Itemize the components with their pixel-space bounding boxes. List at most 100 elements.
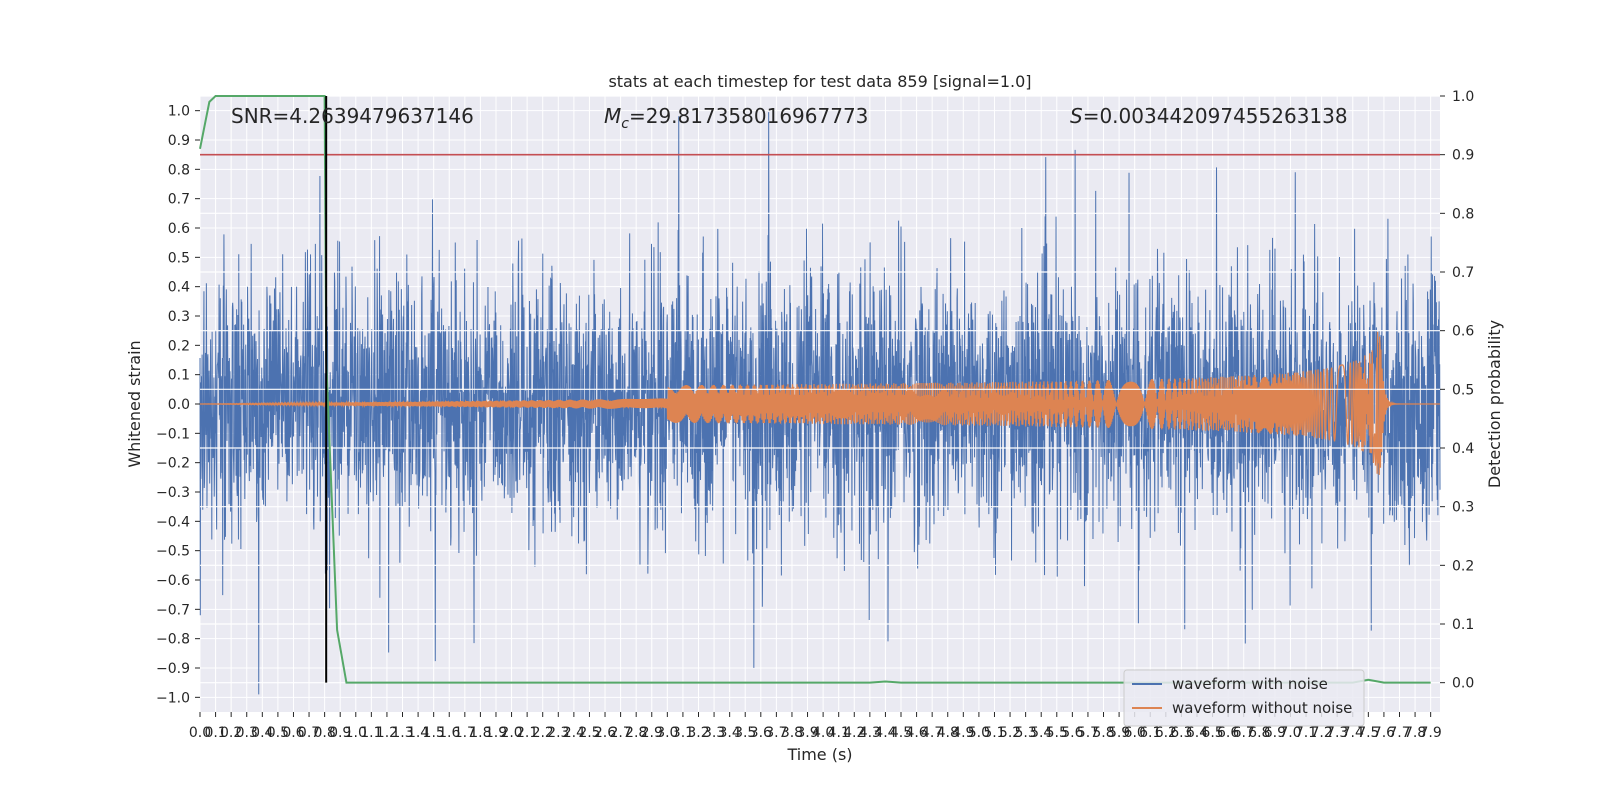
right-grid-lines (200, 95, 1440, 684)
x-tick-label-44: 4.4 (874, 725, 896, 741)
x-tick-label-76: 7.6 (1373, 725, 1395, 741)
y-left-tick-label-0: 1.0 (168, 104, 190, 120)
x-tick-label-53: 5.3 (1014, 725, 1036, 741)
y-left-tick-label-19: −0.9 (156, 661, 190, 677)
x-tick-label-38: 3.8 (781, 725, 803, 741)
x-tick-label-20: 2.0 (500, 725, 522, 741)
x-tick-label-70: 7.0 (1279, 725, 1301, 741)
x-tick-label-26: 2.6 (594, 725, 616, 741)
chirp-mass-annotation: Mc=29.817358016967773 (604, 104, 868, 132)
x-tick-label-43: 4.3 (859, 725, 881, 741)
x-tick-label-11: 1.1 (360, 725, 382, 741)
x-tick-label-33: 3.3 (703, 725, 725, 741)
x-tick-label-51: 5.1 (983, 725, 1005, 741)
y-axis-label-left: Whitened strain (125, 340, 144, 467)
x-tick-label-37: 3.7 (765, 725, 787, 741)
x-tick-labels: 0.00.10.20.30.40.50.60.70.80.91.01.11.21… (189, 712, 1442, 741)
x-tick-label-62: 6.2 (1155, 725, 1177, 741)
x-tick-label-57: 5.7 (1077, 725, 1099, 741)
x-tick-label-4: 0.4 (251, 725, 273, 741)
y-left-tick-label-2: 0.8 (168, 162, 190, 178)
y-left-tick-label-15: −0.5 (156, 544, 190, 560)
x-tick-label-69: 6.9 (1264, 725, 1286, 741)
y-left-tick-label-10: 0.0 (168, 397, 190, 413)
x-tick-label-59: 5.9 (1108, 725, 1130, 741)
y-right-tick-label-9: 0.1 (1452, 617, 1474, 633)
y-right-tick-label-2: 0.8 (1452, 206, 1474, 222)
x-tick-label-5: 0.5 (267, 725, 289, 741)
y-right-tick-label-1: 0.9 (1452, 148, 1474, 164)
x-tick-label-16: 1.6 (438, 725, 460, 741)
y-left-tick-label-8: 0.2 (168, 338, 190, 354)
y-left-tick-label-7: 0.3 (168, 309, 190, 325)
y-right-tick-label-5: 0.5 (1452, 382, 1474, 398)
x-tick-label-13: 1.3 (391, 725, 413, 741)
x-tick-label-27: 2.7 (609, 725, 631, 741)
x-tick-label-2: 0.2 (220, 725, 242, 741)
clean-waveform-line (200, 331, 1440, 475)
y-left-tick-label-13: −0.3 (156, 485, 190, 501)
y-left-tick-labels: 1.0 0.9 0.8 0.7 0.6 0.5 0.4 0.3 0.2 0.1 0.0 −0.1 −0.… (156, 104, 200, 706)
x-tick-label-32: 3.2 (687, 725, 709, 741)
y-left-tick-label-1: 0.9 (168, 133, 190, 149)
x-tick-label-79: 7.9 (1420, 725, 1442, 741)
x-tick-label-47: 4.7 (921, 725, 943, 741)
x-tick-label-50: 5.0 (968, 725, 990, 741)
s-annotation: S=0.003442097455263138 (1070, 104, 1348, 128)
legend-label-clean: waveform without noise (1172, 699, 1352, 717)
x-tick-label-36: 3.6 (750, 725, 772, 741)
x-tick-label-21: 2.1 (516, 725, 538, 741)
x-tick-label-56: 5.6 (1061, 725, 1083, 741)
x-tick-label-61: 6.1 (1139, 725, 1161, 741)
y-right-tick-label-8: 0.2 (1452, 558, 1474, 574)
x-tick-label-72: 7.2 (1310, 725, 1332, 741)
x-tick-label-65: 6.5 (1201, 725, 1223, 741)
x-tick-label-15: 1.5 (423, 725, 445, 741)
x-tick-label-46: 4.6 (905, 725, 927, 741)
y-left-tick-label-4: 0.6 (168, 221, 190, 237)
x-tick-label-18: 1.8 (469, 725, 491, 741)
x-tick-label-68: 6.8 (1248, 725, 1270, 741)
x-tick-label-64: 6.4 (1186, 725, 1208, 741)
x-tick-label-12: 1.2 (376, 725, 398, 741)
x-tick-label-30: 3.0 (656, 725, 678, 741)
x-axis-label: Time (s) (786, 745, 852, 764)
y-left-tick-label-20: −1.0 (156, 690, 190, 706)
x-tick-label-45: 4.5 (890, 725, 912, 741)
y-left-tick-label-11: −0.1 (156, 426, 190, 442)
y-right-tick-labels: 1.0 0.9 0.8 0.7 0.6 0.5 0.4 0.3 0.2 0.1 0.0 (1440, 89, 1474, 692)
x-tick-label-52: 5.2 (999, 725, 1021, 741)
x-tick-label-1: 0.1 (204, 725, 226, 741)
y-left-tick-label-9: 0.1 (168, 368, 190, 384)
x-tick-label-23: 2.3 (547, 725, 569, 741)
x-tick-label-0: 0.0 (189, 725, 211, 741)
y-left-tick-label-18: −0.8 (156, 632, 190, 648)
x-tick-label-66: 6.6 (1217, 725, 1239, 741)
legend-label-noise: waveform with noise (1172, 675, 1328, 693)
x-tick-label-78: 7.8 (1404, 725, 1426, 741)
x-tick-label-41: 4.1 (828, 725, 850, 741)
x-tick-label-9: 0.9 (329, 725, 351, 741)
x-tick-label-22: 2.2 (532, 725, 554, 741)
y-right-tick-label-4: 0.6 (1452, 324, 1474, 340)
x-tick-label-71: 7.1 (1295, 725, 1317, 741)
y-left-tick-label-17: −0.7 (156, 602, 190, 618)
x-tick-label-14: 1.4 (407, 725, 429, 741)
y-left-tick-label-5: 0.5 (168, 250, 190, 266)
y-left-tick-label-6: 0.4 (168, 280, 190, 296)
x-tick-label-19: 1.9 (485, 725, 507, 741)
x-tick-label-55: 5.5 (1046, 725, 1068, 741)
legend: waveform with noise waveform without noi… (1123, 669, 1365, 727)
x-tick-label-39: 3.9 (796, 725, 818, 741)
x-tick-label-42: 4.2 (843, 725, 865, 741)
y-right-tick-label-7: 0.3 (1452, 500, 1474, 516)
legend-box (1123, 669, 1365, 727)
x-tick-label-48: 4.8 (937, 725, 959, 741)
x-tick-label-29: 2.9 (641, 725, 663, 741)
y-right-tick-label-0: 1.0 (1452, 89, 1474, 105)
x-tick-label-25: 2.5 (578, 725, 600, 741)
x-tick-label-77: 7.7 (1388, 725, 1410, 741)
y-left-tick-label-3: 0.7 (168, 192, 190, 208)
x-tick-label-7: 0.7 (298, 725, 320, 741)
